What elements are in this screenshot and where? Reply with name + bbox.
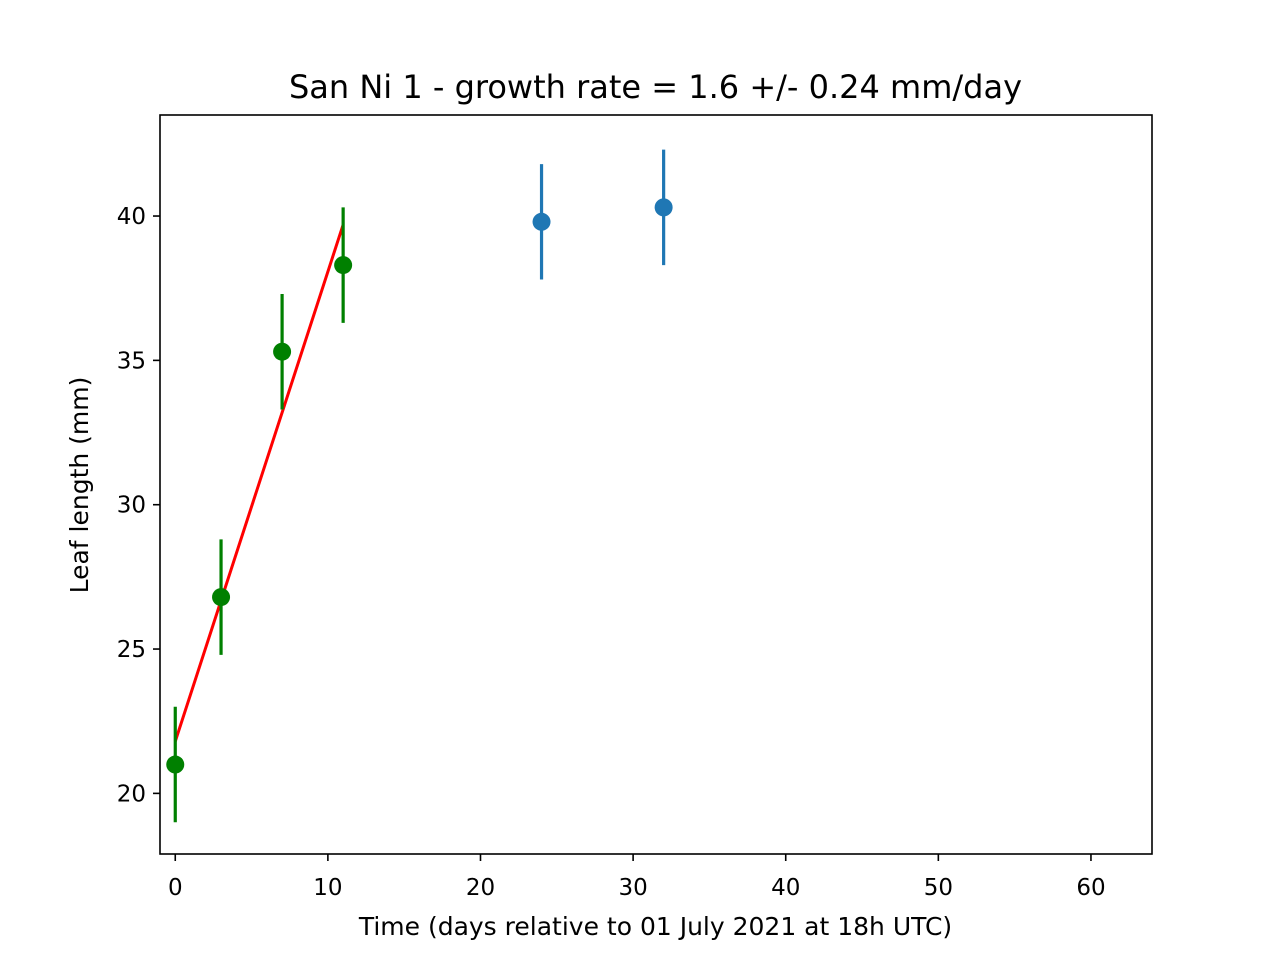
y-tick-label: 30 — [117, 493, 146, 519]
x-tick-label: 60 — [1076, 875, 1105, 901]
data-point — [166, 755, 185, 774]
data-point — [334, 256, 353, 275]
plot-area: 0 10 20 30 40 50 60 20 25 30 35 40 — [117, 114, 1153, 901]
chart-title: San Ni 1 - growth rate = 1.6 +/- 0.24 mm… — [289, 68, 1022, 106]
axes-frame — [159, 114, 1153, 855]
data-point — [212, 588, 231, 607]
data-point — [654, 198, 673, 217]
y-tick-label: 35 — [117, 348, 146, 374]
fit-line — [173, 224, 345, 742]
x-tick-label: 40 — [771, 875, 800, 901]
y-axis-label: Leaf length (mm) — [65, 377, 94, 594]
y-tick-label: 25 — [117, 637, 146, 663]
x-axis-label: Time (days relative to 01 July 2021 at 1… — [358, 912, 952, 941]
y-tick-label: 40 — [117, 204, 146, 230]
y-tick-label: 20 — [117, 781, 146, 807]
x-tick-label: 50 — [924, 875, 953, 901]
x-tick-label: 20 — [466, 875, 495, 901]
data-point — [532, 212, 551, 231]
x-tick-label: 30 — [618, 875, 647, 901]
data-point — [273, 342, 292, 361]
x-tick-label: 10 — [313, 875, 342, 901]
x-tick-label: 0 — [168, 875, 183, 901]
